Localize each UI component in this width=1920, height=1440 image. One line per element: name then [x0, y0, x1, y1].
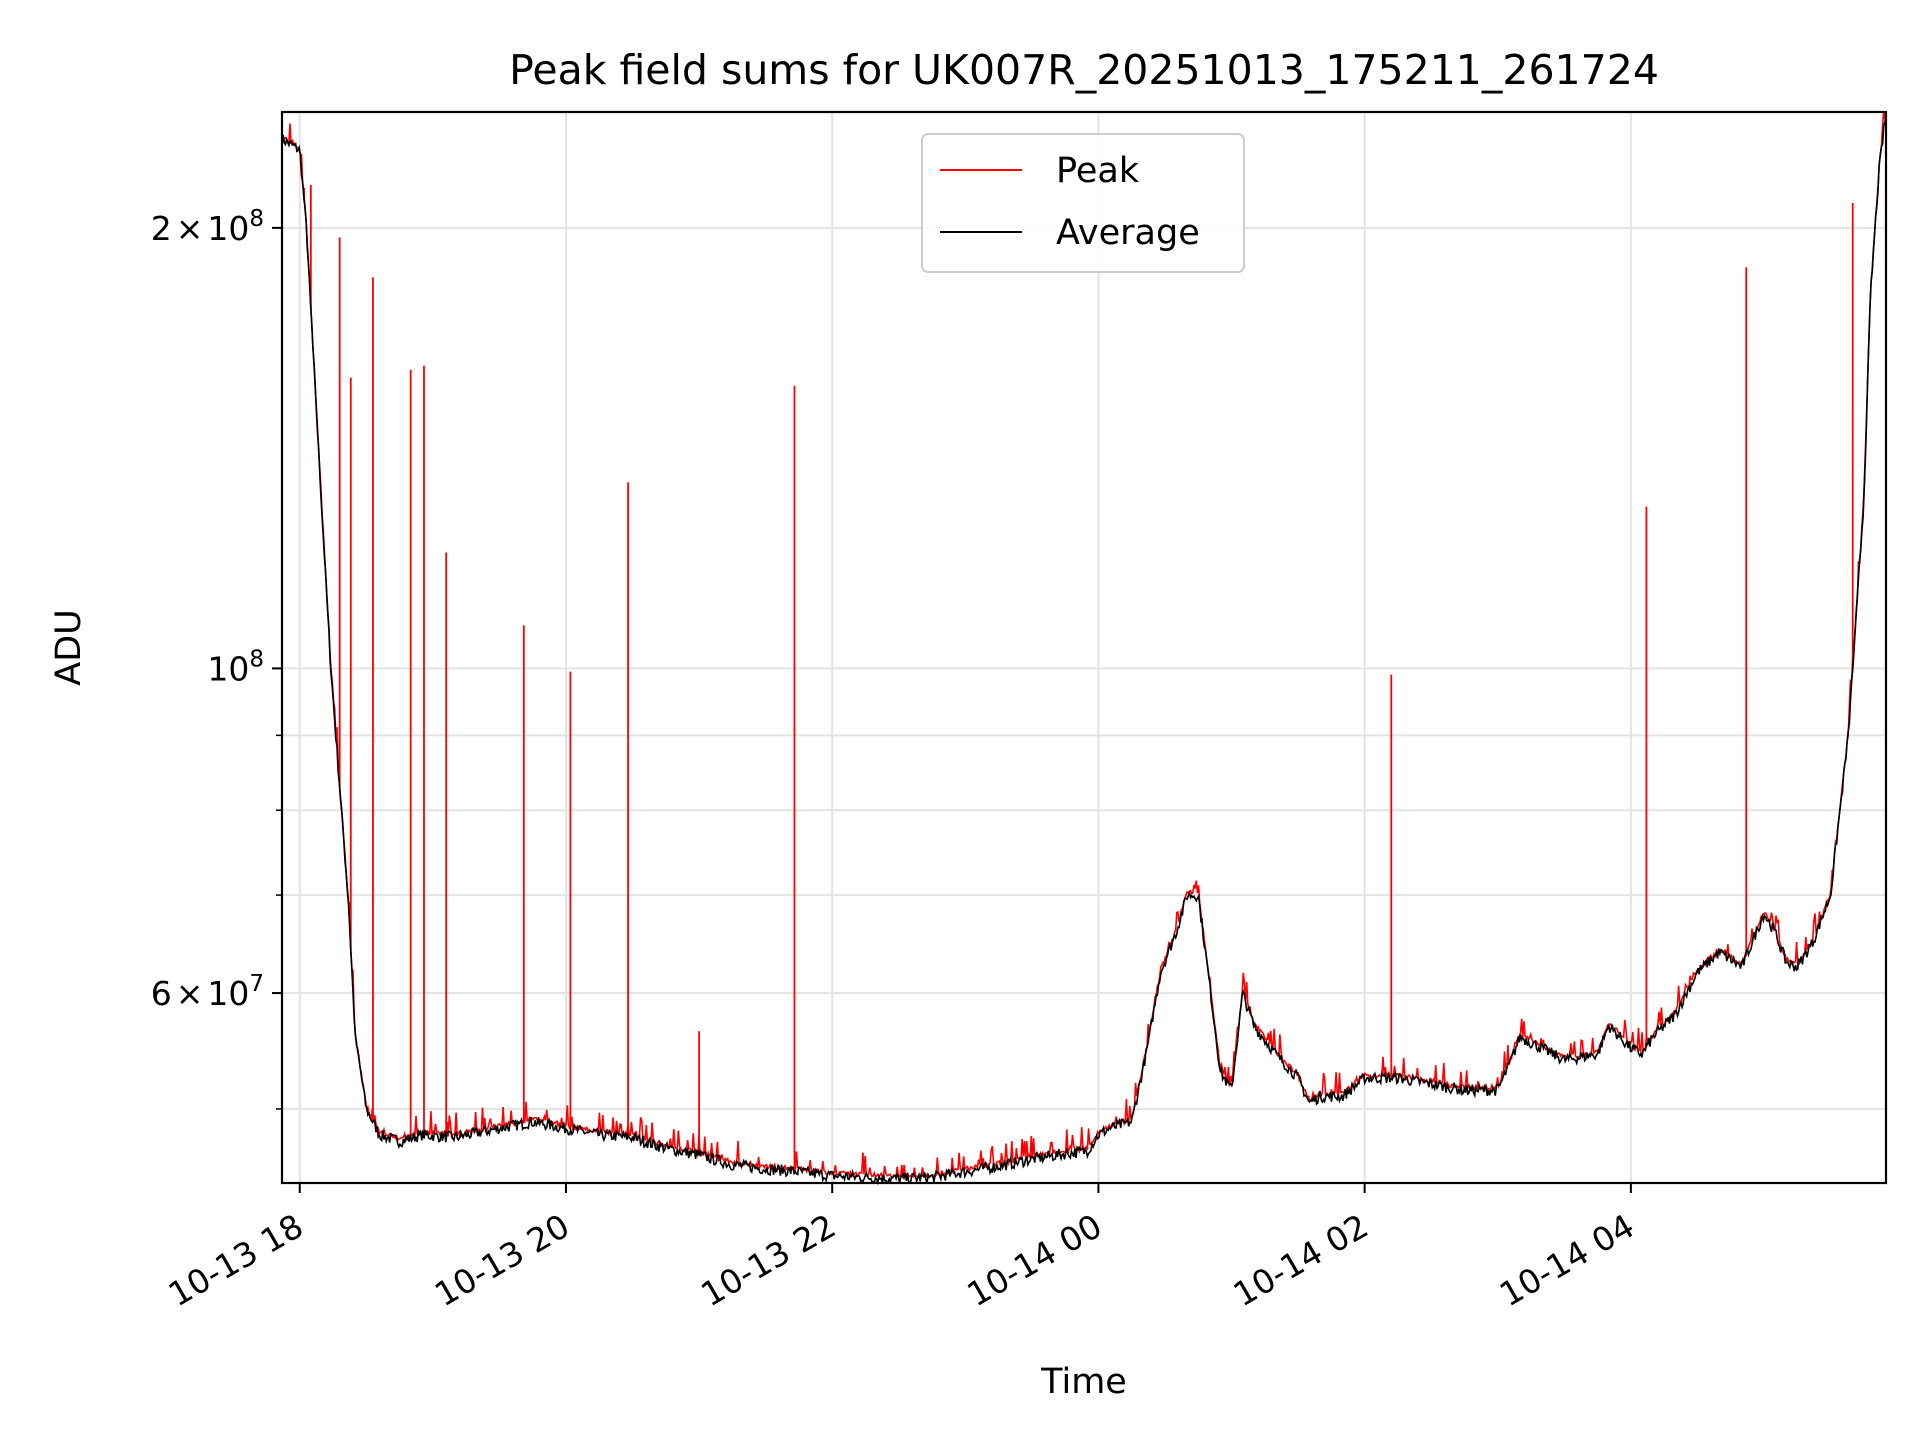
- y-tick-times: ×: [176, 974, 204, 1013]
- legend-label-average: Average: [1056, 213, 1200, 253]
- legend: Peak Average: [921, 133, 1245, 273]
- y-tick-mantissa: 2: [151, 209, 172, 248]
- y-tick-label: 6 × 107: [151, 971, 264, 1013]
- peak-series: [303, 184, 1854, 1172]
- average-series: [281, 112, 1887, 1186]
- x-axis-title: Time: [1040, 1362, 1127, 1402]
- chart-title: Peak field sums for UK007R_20251013_1752…: [509, 46, 1659, 94]
- y-tick-exponent: 8: [249, 206, 264, 232]
- y-tick-base: 10: [207, 649, 249, 688]
- y-tick-times: ×: [176, 209, 204, 248]
- plot-frame: [280, 110, 1888, 1185]
- y-tick-label: 2 × 108: [151, 206, 264, 248]
- legend-label-peak: Peak: [1056, 151, 1140, 191]
- y-tick-exponent: 7: [249, 971, 264, 997]
- y-tick-mantissa: 6: [151, 974, 172, 1013]
- y-tick-exponent: 8: [249, 646, 264, 672]
- average-line: [281, 112, 1887, 1186]
- y-tick-label: 108: [207, 646, 264, 688]
- y-axis-title: ADU: [49, 609, 89, 686]
- grid: [282, 112, 1886, 1183]
- y-tick-base: 10: [207, 209, 249, 248]
- legend-box: [921, 133, 1245, 273]
- y-tick-base: 10: [207, 974, 249, 1013]
